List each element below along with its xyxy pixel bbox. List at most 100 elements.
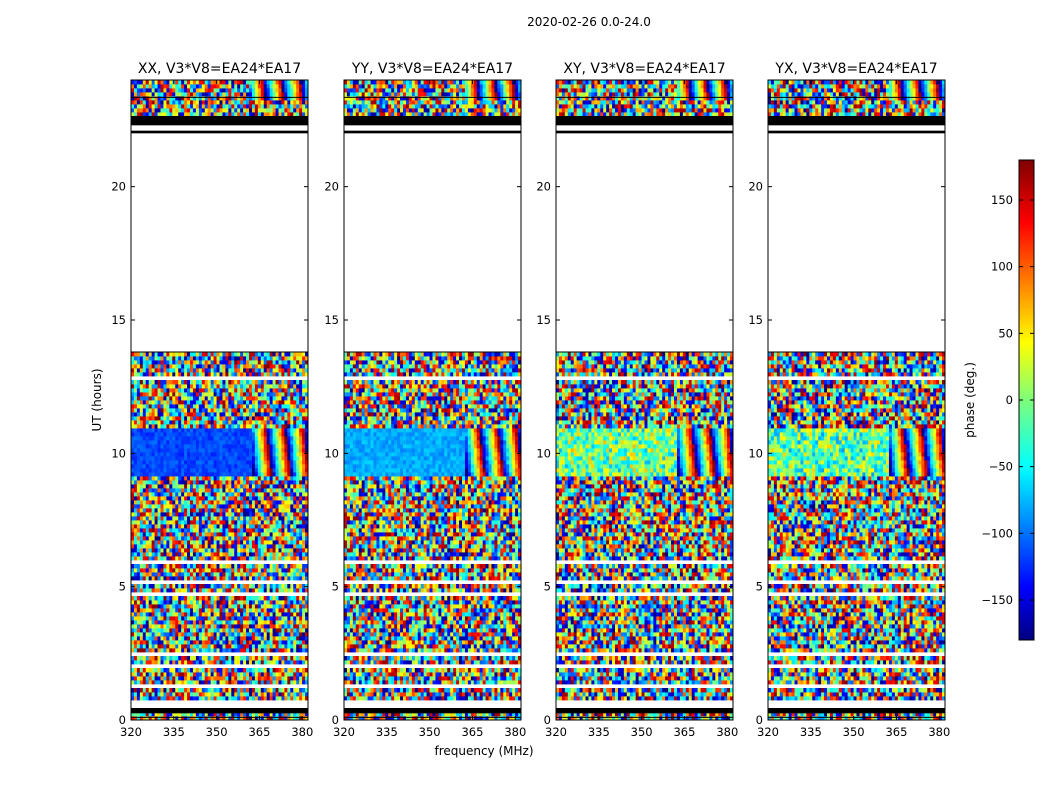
- phase-cell: [148, 368, 153, 373]
- phase-cell: [192, 540, 197, 545]
- phase-cell: [160, 448, 164, 453]
- phase-cell: [243, 464, 247, 469]
- phase-cell: [249, 556, 253, 561]
- phase-cell: [195, 612, 200, 617]
- phase-cell: [181, 440, 185, 445]
- phase-cell: [145, 444, 150, 449]
- phase-cell: [284, 528, 288, 533]
- phase-cell: [166, 492, 170, 497]
- phase-cell: [275, 444, 279, 449]
- phase-cell: [187, 364, 191, 369]
- phase-cell: [251, 668, 256, 673]
- phase-cell: [260, 624, 265, 629]
- phase-cell: [269, 504, 273, 509]
- phase-cell: [204, 364, 209, 369]
- phase-cell: [157, 568, 161, 573]
- phase-cell: [260, 360, 265, 365]
- phase-cell: [151, 384, 155, 389]
- phase-cell: [254, 604, 259, 609]
- phase-cell: [278, 644, 282, 649]
- phase-cell: [263, 372, 268, 377]
- phase-cell: [249, 604, 253, 609]
- phase-cell: [166, 668, 170, 673]
- phase-cell: [272, 364, 276, 369]
- phase-cell: [254, 616, 259, 621]
- phase-cell: [246, 416, 250, 421]
- phase-cell: [172, 532, 176, 537]
- phase-cell: [219, 624, 223, 629]
- phase-cell: [243, 660, 247, 665]
- phase-cell: [275, 520, 279, 525]
- phase-cell: [293, 520, 297, 525]
- phase-cell: [290, 688, 294, 693]
- phase-cell: [254, 504, 259, 509]
- phase-cell: [198, 396, 203, 401]
- phase-cell: [148, 536, 153, 541]
- phase-cell: [260, 648, 265, 653]
- phase-cell: [201, 464, 206, 469]
- phase-cell: [190, 400, 194, 405]
- phase-cell: [234, 540, 238, 545]
- phase-cell: [249, 372, 253, 377]
- phase-cell: [136, 532, 141, 537]
- phase-cell: [284, 608, 288, 613]
- phase-cell: [275, 556, 279, 561]
- phase-cell: [266, 632, 271, 637]
- phase-cell: [175, 688, 179, 693]
- phase-cell: [187, 608, 191, 613]
- phase-cell: [284, 356, 288, 361]
- phase-cell: [222, 536, 226, 541]
- phase-cell: [190, 680, 194, 685]
- phase-cell: [181, 636, 185, 641]
- phase-cell: [228, 584, 232, 589]
- phase-cell: [281, 504, 285, 509]
- phase-cell: [210, 532, 214, 537]
- phase-cell: [225, 352, 229, 357]
- phase-cell: [293, 696, 297, 701]
- phase-cell: [293, 628, 297, 633]
- phase-cell: [290, 540, 294, 545]
- phase-cell: [219, 492, 223, 497]
- phase-cell: [169, 636, 173, 641]
- phase-cell: [187, 484, 191, 489]
- phase-cell: [131, 360, 135, 365]
- phase-cell: [142, 480, 147, 485]
- phase-cell: [251, 564, 256, 569]
- phase-cell: [249, 696, 253, 701]
- phase-cell: [246, 716, 250, 721]
- phase-cell: [157, 696, 161, 701]
- phase-cell: [263, 516, 268, 521]
- phase-cell: [243, 476, 247, 481]
- phase-cell: [293, 416, 297, 421]
- phase-cell: [198, 368, 203, 373]
- phase-cell: [249, 504, 253, 509]
- phase-cell: [257, 392, 262, 397]
- phase-cell: [163, 668, 167, 673]
- phase-cell: [257, 476, 262, 481]
- phase-cell: [139, 392, 144, 397]
- phase-cell: [210, 484, 214, 489]
- phase-cell: [219, 452, 223, 457]
- phase-cell: [201, 504, 206, 509]
- phase-cell: [213, 596, 217, 601]
- phase-cell: [225, 476, 229, 481]
- phase-cell: [190, 576, 194, 581]
- phase-cell: [228, 352, 232, 357]
- phase-cell: [263, 600, 268, 605]
- phase-cell: [257, 492, 262, 497]
- phase-cell: [263, 500, 268, 505]
- phase-cell: [243, 480, 247, 485]
- phase-cell: [163, 512, 167, 517]
- phase-cell: [178, 596, 182, 601]
- phase-cell: [184, 540, 188, 545]
- phase-cell: [169, 688, 173, 693]
- phase-cell: [139, 564, 144, 569]
- phase-cell: [299, 420, 303, 425]
- phase-cell: [263, 568, 268, 573]
- phase-cell: [133, 596, 138, 601]
- phase-cell: [246, 428, 250, 433]
- phase-cell: [254, 564, 259, 569]
- phase-cell: [281, 524, 285, 529]
- phase-cell: [269, 396, 273, 401]
